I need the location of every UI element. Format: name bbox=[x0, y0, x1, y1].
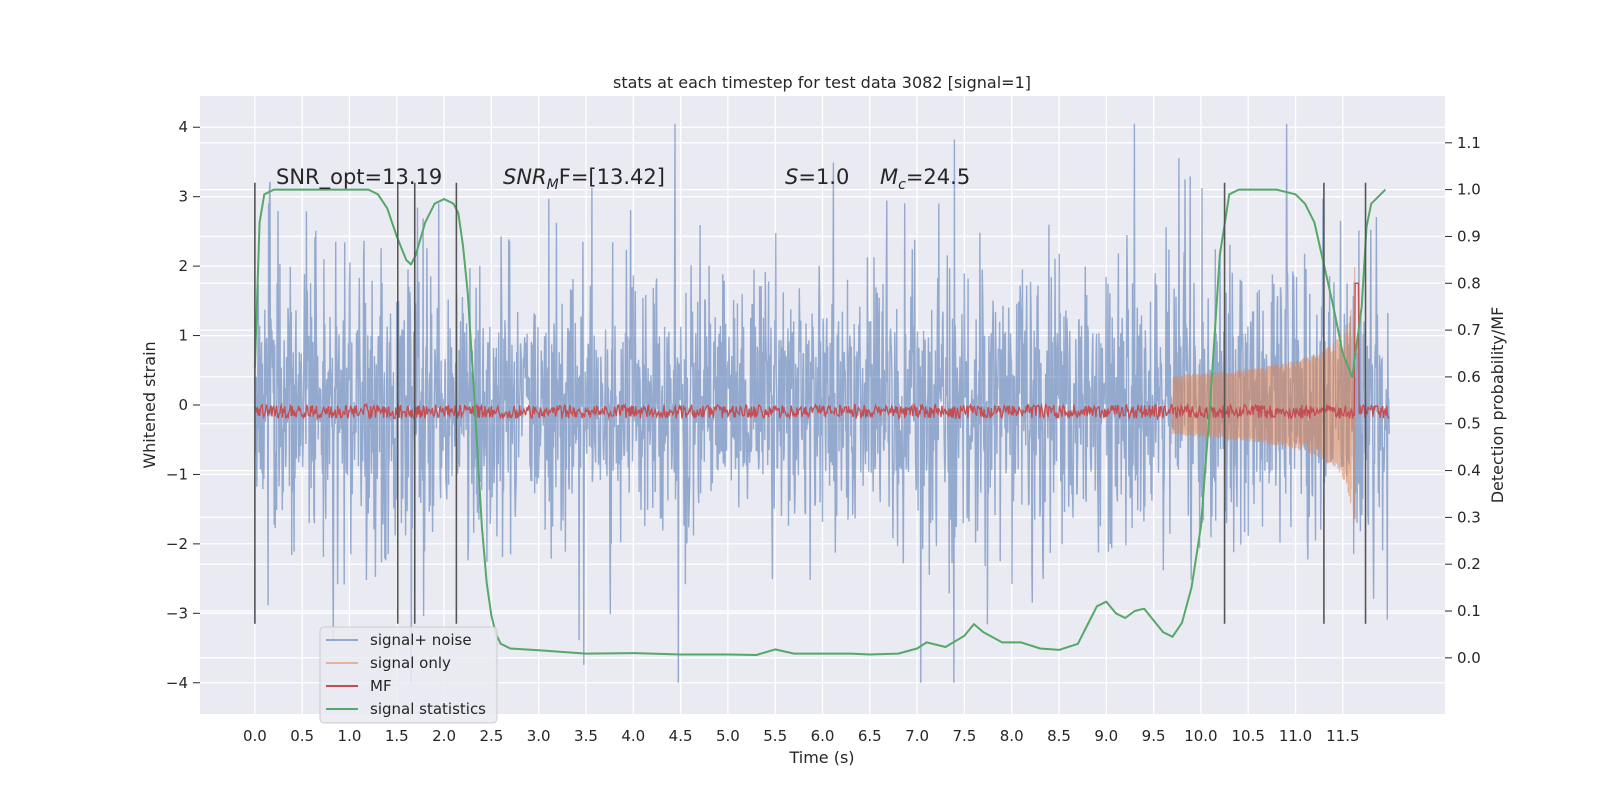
legend-label-signal-noise: signal+ noise bbox=[370, 631, 472, 649]
y-tick-label: −1 bbox=[166, 465, 188, 483]
y-tick-label: 4 bbox=[178, 118, 188, 136]
y-tick-label: 3 bbox=[178, 188, 188, 206]
y-axis-label: Whitened strain bbox=[140, 341, 159, 468]
legend: signal+ noise signal only MF signal stat… bbox=[319, 626, 498, 724]
y-tick-label: −2 bbox=[166, 535, 188, 553]
annotation-mc: Mc=24.5 bbox=[880, 165, 970, 193]
annotation-s-value: =1.0 bbox=[798, 165, 849, 189]
y2-tick-label: 0.7 bbox=[1457, 321, 1481, 339]
annotation-mc-value: =24.5 bbox=[906, 165, 970, 189]
x-tick-label: 6.5 bbox=[858, 727, 882, 745]
y-tick-label: −3 bbox=[166, 604, 188, 622]
y2-axis-ticks: 0.0 0.1 0.2 0.3 0.4 0.5 0.6 0.7 0.8 0.9 1.0 1.1 bbox=[1445, 134, 1481, 667]
x-tick-label: 8.5 bbox=[1047, 727, 1071, 745]
x-tick-label: 0.0 bbox=[243, 727, 267, 745]
y2-tick-label: 0.3 bbox=[1457, 508, 1481, 526]
annotation-s: S=1.0 bbox=[785, 165, 849, 189]
x-tick-label: 2.0 bbox=[432, 727, 456, 745]
y2-tick-label: 0.2 bbox=[1457, 555, 1481, 573]
legend-label-signal-statistics: signal statistics bbox=[370, 700, 486, 718]
annotation-snr-mf-suffix: F=[13.42] bbox=[559, 165, 665, 189]
annotation-snr-mf: SNRMF=[13.42] bbox=[503, 165, 665, 193]
y2-tick-label: 0.1 bbox=[1457, 602, 1481, 620]
x-axis-label: Time (s) bbox=[788, 748, 854, 767]
x-tick-label: 11.5 bbox=[1326, 727, 1359, 745]
x-tick-label: 10.5 bbox=[1232, 727, 1265, 745]
x-tick-label: 8.0 bbox=[1000, 727, 1024, 745]
x-tick-label: 0.5 bbox=[290, 727, 314, 745]
legend-box bbox=[319, 626, 498, 724]
annotation-snr-opt: SNR_opt=13.19 bbox=[276, 165, 442, 190]
chart-title: stats at each timestep for test data 308… bbox=[613, 73, 1031, 92]
y-tick-label: 1 bbox=[178, 327, 188, 345]
legend-label-signal-only: signal only bbox=[370, 654, 451, 672]
y2-tick-label: 0.4 bbox=[1457, 462, 1481, 480]
x-tick-label: 6.0 bbox=[811, 727, 835, 745]
vertical-markers bbox=[254, 182, 1367, 624]
y-tick-label: 2 bbox=[178, 257, 188, 275]
annotation-mc-sub: c bbox=[898, 177, 906, 193]
x-tick-label: 11.0 bbox=[1279, 727, 1312, 745]
y2-tick-label: 0.0 bbox=[1457, 649, 1481, 667]
annotation-snr-mf-prefix: SNR bbox=[503, 165, 547, 189]
y2-tick-label: 0.5 bbox=[1457, 415, 1481, 433]
x-tick-label: 7.0 bbox=[905, 727, 929, 745]
y-axis-ticks: −4 −3 −2 −1 0 1 2 3 4 bbox=[166, 118, 200, 692]
x-tick-label: 3.0 bbox=[527, 727, 551, 745]
y2-tick-label: 0.6 bbox=[1457, 368, 1481, 386]
annotation-s-var: S bbox=[785, 165, 798, 189]
y2-axis-label: Detection probability/MF bbox=[1488, 307, 1507, 504]
x-tick-label: 3.5 bbox=[574, 727, 598, 745]
annotation-snr-mf-sub: M bbox=[547, 177, 559, 193]
x-tick-label: 1.0 bbox=[338, 727, 362, 745]
x-tick-label: 1.5 bbox=[385, 727, 409, 745]
y2-tick-label: 1.1 bbox=[1457, 134, 1481, 152]
legend-label-mf: MF bbox=[370, 677, 392, 695]
y-tick-label: 0 bbox=[178, 396, 188, 414]
y2-tick-label: 1.0 bbox=[1457, 181, 1481, 199]
series-mf bbox=[254, 282, 1390, 422]
y2-tick-label: 0.9 bbox=[1457, 227, 1481, 245]
x-tick-label: 5.5 bbox=[763, 727, 787, 745]
x-tick-label: 10.0 bbox=[1184, 727, 1217, 745]
x-tick-label: 2.5 bbox=[479, 727, 503, 745]
x-axis-ticks: 0.0 0.5 1.0 1.5 2.0 2.5 3.0 3.5 4.0 4.5 5.0 5.5 6.0 6… bbox=[243, 727, 1360, 745]
annotation-mc-var: M bbox=[880, 165, 898, 189]
x-tick-label: 4.5 bbox=[669, 727, 693, 745]
x-tick-label: 4.0 bbox=[621, 727, 645, 745]
x-tick-label: 9.0 bbox=[1094, 727, 1118, 745]
y2-tick-label: 0.8 bbox=[1457, 274, 1481, 292]
x-tick-label: 5.0 bbox=[716, 727, 740, 745]
series-signal-noise bbox=[254, 123, 1390, 683]
x-tick-label: 9.5 bbox=[1142, 727, 1166, 745]
x-tick-label: 7.5 bbox=[952, 727, 976, 745]
y-tick-label: −4 bbox=[166, 674, 188, 692]
